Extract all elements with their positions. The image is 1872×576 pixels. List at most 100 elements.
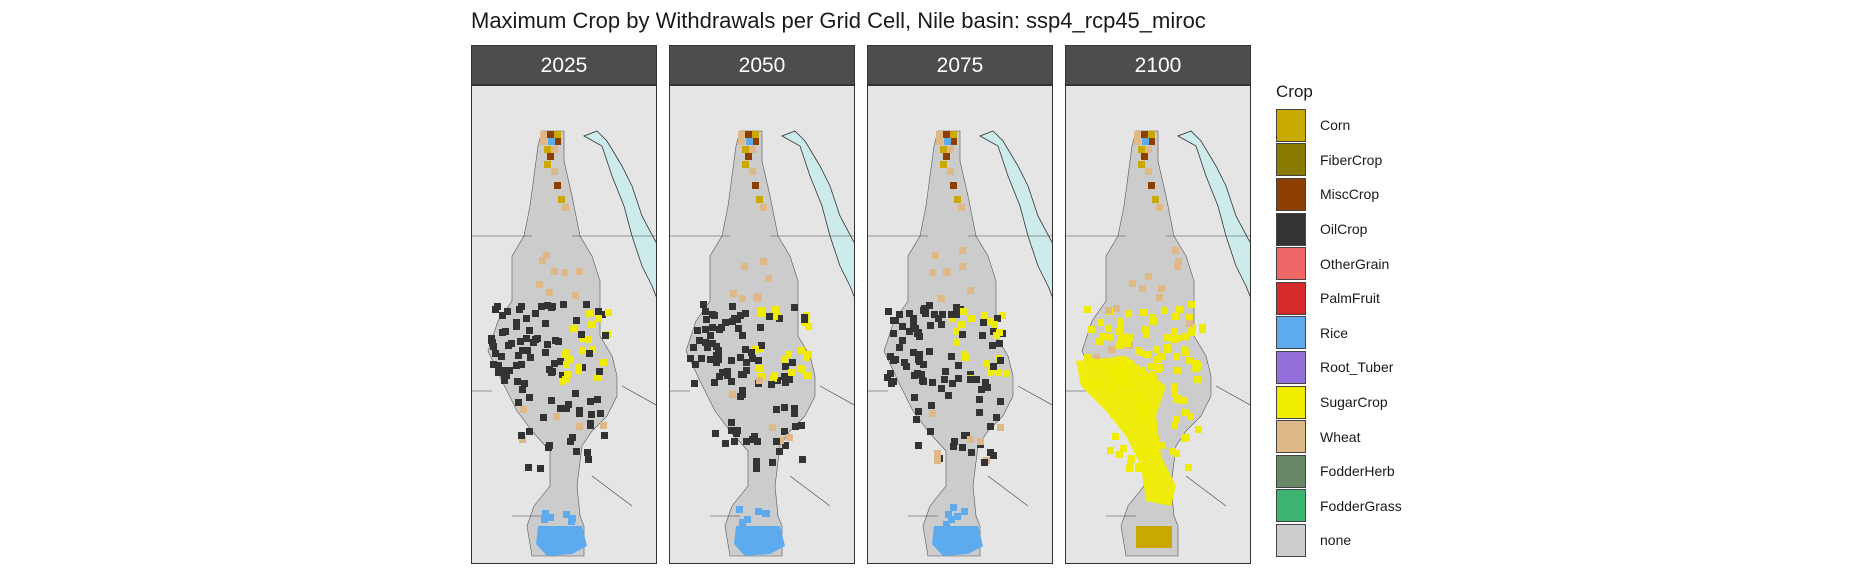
legend-label: Rice	[1320, 324, 1349, 341]
legend-item: none	[1276, 523, 1402, 558]
crop-cell	[967, 287, 974, 294]
crop-cell	[755, 293, 762, 300]
legend-key	[1276, 489, 1306, 523]
crop-cell	[1186, 357, 1193, 364]
crop-cell	[543, 252, 550, 259]
crop-cell	[1105, 325, 1112, 332]
crop-cell	[551, 168, 558, 175]
crop-cell	[551, 268, 558, 275]
crop-cell	[575, 367, 582, 374]
crop-cell	[1084, 354, 1091, 361]
crop-cell	[949, 315, 956, 322]
crop-cell	[791, 304, 798, 311]
crop-cell	[709, 324, 716, 331]
crop-cell	[691, 380, 698, 387]
crop-cell	[887, 370, 894, 377]
country-borders	[472, 235, 656, 517]
crop-cell	[728, 357, 735, 364]
crop-cell	[1138, 161, 1145, 168]
crop-cell	[920, 378, 927, 385]
nile-basin	[1081, 130, 1212, 557]
crop-cell	[950, 131, 957, 138]
crop-cell	[757, 324, 764, 331]
crop-cell	[542, 349, 549, 356]
crop-cell	[1144, 351, 1151, 358]
crop-cell	[548, 397, 555, 404]
crop-cell	[951, 438, 958, 445]
crop-cell	[745, 131, 752, 138]
crop-cell	[890, 378, 897, 385]
crop-cell	[1171, 422, 1178, 429]
crop-cell	[542, 510, 549, 517]
crop-cell	[557, 405, 564, 412]
crop-cell	[777, 437, 784, 444]
crop-cell	[716, 373, 723, 380]
crop-cell	[781, 428, 788, 435]
crop-cell	[687, 355, 694, 362]
crop-cell	[1173, 396, 1180, 403]
crop-cell	[911, 394, 918, 401]
crop-cell	[544, 146, 551, 153]
crop-cell	[499, 329, 506, 336]
crop-cell	[1140, 309, 1147, 316]
crop-cell	[1173, 416, 1180, 423]
crop-cell	[502, 367, 509, 374]
legend-key	[1276, 177, 1306, 211]
crop-cell	[1161, 307, 1168, 314]
crop-cell	[1164, 334, 1171, 341]
crop-cell	[927, 428, 934, 435]
crop-cell	[707, 356, 714, 363]
crop-cell	[976, 409, 983, 416]
crop-cell	[547, 514, 554, 521]
crop-cell	[515, 399, 522, 406]
crop-cell	[768, 381, 775, 388]
crop-cell	[586, 350, 593, 357]
crop-cell	[774, 377, 781, 384]
legend-item: Rice	[1276, 316, 1402, 351]
legend-label: OtherGrain	[1320, 255, 1390, 272]
crop-cell	[973, 376, 980, 383]
crop-cell	[999, 312, 1006, 319]
facet-strip-2100: 2100	[1065, 45, 1251, 85]
crop-cell	[990, 363, 997, 370]
crop-cell	[562, 204, 569, 211]
crop-cell	[906, 310, 913, 317]
legend-label: FodderGrass	[1320, 497, 1402, 514]
legend-key	[1276, 143, 1306, 177]
crop-cell	[698, 355, 705, 362]
crop-cell	[519, 386, 526, 393]
crop-cell	[993, 332, 1000, 339]
crop-cell	[987, 369, 994, 376]
red-sea	[979, 130, 1052, 298]
crop-cell	[588, 321, 595, 328]
crop-cell	[572, 390, 579, 397]
crop-cell	[696, 337, 703, 344]
crop-cell	[525, 464, 532, 471]
crop-cell	[1182, 333, 1189, 340]
crop-cell	[929, 410, 936, 417]
crop-cell	[1084, 306, 1091, 313]
crop-cell	[546, 442, 553, 449]
legend: Crop Corn FiberCrop MiscCrop OilCrop OtherGr…	[1276, 82, 1402, 558]
crop-cell	[926, 348, 933, 355]
crop-cell	[563, 405, 570, 412]
crop-cell	[537, 465, 544, 472]
facet-panel-2050: 2050	[669, 45, 855, 564]
crop-cell	[492, 350, 499, 357]
crop-cell	[958, 321, 965, 328]
crop-cell	[916, 333, 923, 340]
crop-cell	[600, 422, 607, 429]
crop-cell	[936, 131, 943, 138]
crop-cell	[983, 360, 990, 367]
crop-cell	[737, 312, 744, 319]
crop-cell	[997, 424, 1004, 431]
crop-cell	[526, 394, 533, 401]
crop-cell	[518, 432, 525, 439]
crop-cell	[940, 146, 947, 153]
crop-cell	[977, 438, 984, 445]
crop-cell	[799, 456, 806, 463]
crop-cell	[927, 322, 934, 329]
legend-key	[1276, 108, 1306, 142]
crop-cell	[1154, 356, 1161, 363]
crop-cell	[1120, 445, 1127, 452]
